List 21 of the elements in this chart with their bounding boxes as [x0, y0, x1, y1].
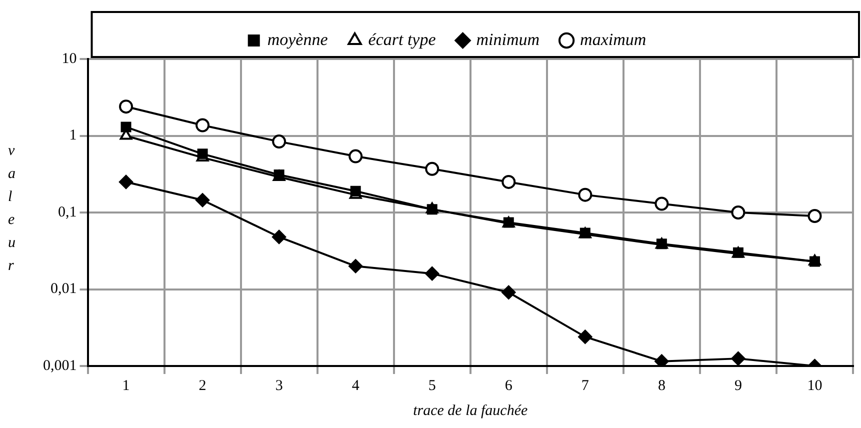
y-tick-label: 1 [69, 128, 77, 144]
x-tick-label: 10 [807, 378, 822, 394]
y-axis-title: valeur [8, 142, 16, 276]
y-tick-label: 0,01 [50, 281, 77, 298]
x-tick-label: 2 [198, 378, 206, 394]
x-tick-label: 6 [504, 378, 513, 394]
legend-label: écart type [368, 30, 436, 49]
x-tick-label: 3 [275, 378, 283, 394]
x-tick-label: 1 [122, 378, 130, 394]
y-tick-label: 10 [62, 50, 77, 67]
legend-label: maximum [580, 30, 646, 49]
x-tick-label: 4 [352, 378, 360, 394]
legend-label: moyènne [267, 30, 328, 49]
y-tick-label: 0,1 [58, 204, 77, 220]
x-tick-label: 9 [734, 378, 742, 394]
y-tick-label: 0,001 [43, 358, 77, 374]
x-tick-label: 8 [658, 378, 666, 394]
x-axis-title: trace de la fauchée [413, 402, 528, 419]
x-tick-label: 7 [581, 378, 590, 394]
legend-label: minimum [476, 30, 540, 49]
x-tick-label: 5 [428, 378, 436, 394]
